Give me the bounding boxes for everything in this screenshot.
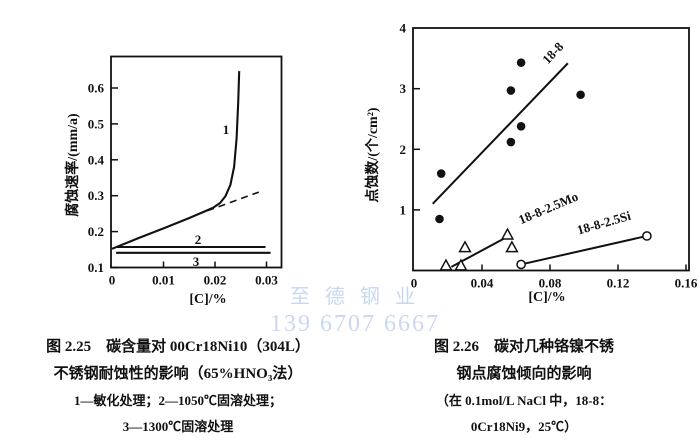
x-axis-tick-label: 0 (109, 273, 116, 288)
y-axis-title: 点蚀数/(个/cm²) (364, 107, 381, 203)
data-point-open-triangle (458, 240, 472, 253)
caption-legend-line: 1—敏化处理；2—1050℃固溶处理； (73, 393, 282, 408)
y-axis-tick-label: 0.4 (88, 152, 105, 167)
caption-condition-line: 0Cr18Ni9，25℃） (470, 419, 578, 434)
data-point-open-triangle (500, 227, 515, 240)
y-axis-tick-label: 0.5 (88, 116, 105, 131)
data-point-open-circle (642, 231, 652, 241)
caption-title-line: 不锈钢耐蚀性的影响（65%HNO₃法） (53, 366, 303, 382)
x-axis-title: [C]/% (528, 290, 565, 305)
plot-frame (110, 55, 283, 269)
data-point-filled-circle (576, 90, 585, 100)
data-point-filled-circle (516, 58, 526, 67)
x-axis-tick-label: 0.02 (204, 273, 227, 288)
caption-title-line: 图 2.26 碳对几种铬镍不锈 (433, 339, 614, 355)
data-point-open-triangle (454, 258, 468, 271)
series-line-1 (111, 71, 241, 250)
caption-title-line: 钢点腐蚀倾向的影响 (456, 366, 592, 382)
caption-legend-line: 3—1300℃固溶处理 (122, 419, 234, 434)
series-label: 2 (195, 232, 202, 247)
data-point-filled-circle (506, 86, 516, 95)
y-axis-title: 腐蚀速率/(mm/a) (64, 113, 81, 217)
series-label: 18-8-2.5Mo (516, 189, 580, 227)
x-axis-tick-label: 0.16 (675, 276, 698, 291)
data-point-open-triangle (505, 240, 519, 253)
x-axis-tick-label: 0.03 (255, 273, 278, 288)
figure-2-25-chart: 0 0.01 0.02 0.03 0.1 0.2 0.3 0.4 0.5 0.6 [C]/% 腐蚀速率… (64, 55, 283, 307)
y-axis-tick-label: 3 (400, 81, 407, 96)
y-axis-tick-label: 4 (400, 21, 407, 36)
series-label: 18-8 (539, 39, 567, 67)
y-axis-tick-label: 0.1 (88, 260, 104, 275)
data-point-open-circle (516, 259, 526, 270)
x-axis-tick-label: 0.12 (607, 276, 630, 291)
x-axis-tick-label: 0.04 (471, 276, 494, 291)
data-point-filled-circle (506, 137, 516, 147)
watermark: 至 德 钢 业 139 6707 6667 (250, 286, 460, 337)
y-axis-tick-label: 0.2 (88, 224, 104, 239)
figure-2-26-caption: 图 2.26 碳对几种铬镍不锈 钢点腐蚀倾向的影响 （在 0.1mol/L Na… (358, 334, 690, 440)
watermark-company-name: 至 德 钢 业 (290, 286, 420, 308)
series-label: 18-8-2.5Si (575, 208, 633, 238)
series-label: 3 (193, 254, 200, 269)
trend-line-18-8-2.5Si (520, 234, 648, 266)
series-line-1-extrapolated (207, 191, 260, 212)
watermark-phone-number: 139 6707 6667 (270, 311, 440, 337)
caption-title-line: 图 2.25 碳含量对 00Cr18Ni10（304L） (46, 339, 310, 355)
trend-line-18-8 (431, 62, 569, 205)
data-point-filled-circle (435, 214, 444, 224)
figure-2-26-chart: 0 0.04 0.08 0.12 0.16 1 2 3 4 [C]/% 点蚀数/(个/cm²) 18-… (364, 21, 698, 305)
y-axis-tick-label: 1 (400, 202, 407, 217)
x-axis-tick-label: 0 (411, 276, 418, 291)
x-axis-tick-label: 0.08 (539, 276, 562, 291)
data-point-filled-circle (516, 121, 526, 131)
y-axis-tick-label: 2 (400, 142, 407, 157)
data-point-filled-circle (436, 169, 446, 178)
y-axis-tick-label: 0.3 (88, 188, 105, 203)
x-axis-tick-label: 0.01 (152, 273, 175, 288)
series-label: 1 (223, 122, 230, 137)
x-axis-title: [C]/% (189, 292, 226, 307)
y-axis-tick-label: 0.6 (88, 81, 105, 96)
figure-2-25-caption: 图 2.25 碳含量对 00Cr18Ni10（304L） 不锈钢耐蚀性的影响（6… (8, 334, 348, 440)
data-point-open-triangle (439, 258, 453, 271)
caption-condition-line: （在 0.1mol/L NaCl 中，18-8： (435, 393, 613, 408)
